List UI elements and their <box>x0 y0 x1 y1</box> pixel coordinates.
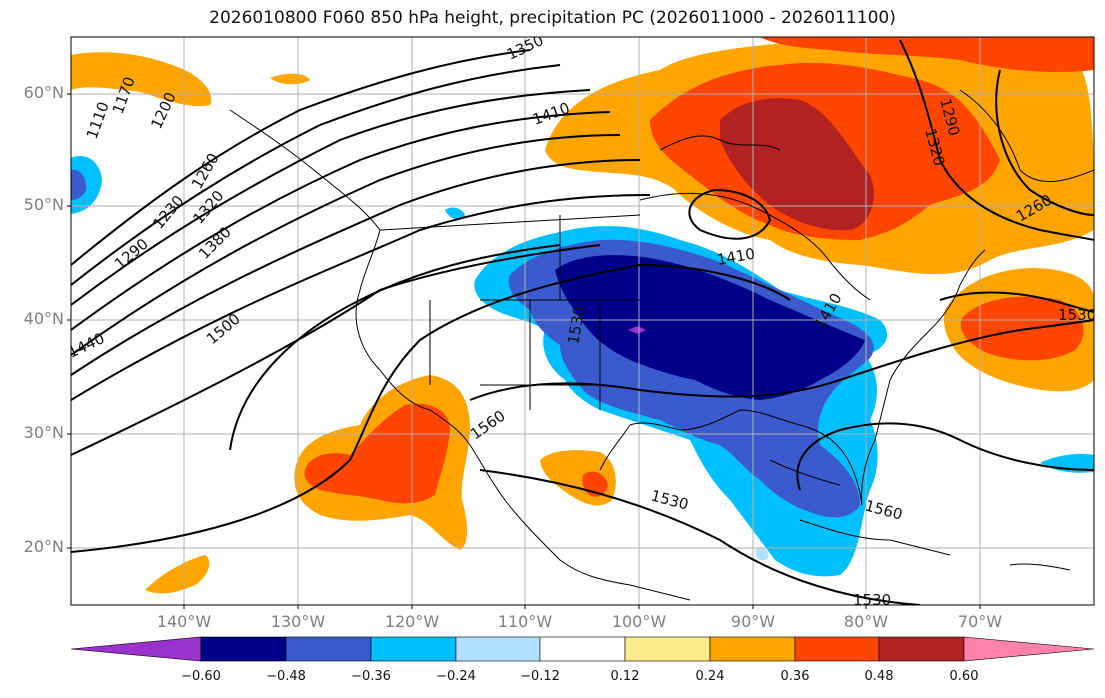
lon-label: 120°W <box>384 612 440 631</box>
anomaly-pacific-small <box>145 555 210 594</box>
colorbar-bin <box>200 636 287 662</box>
anomaly-far-west <box>71 156 102 214</box>
anomaly-purple-spot <box>628 326 646 334</box>
anomaly-alaska <box>71 52 212 107</box>
anomaly-nw-small <box>445 207 465 220</box>
colorbar-bin <box>794 636 880 662</box>
lat-label: 30°N <box>23 423 64 442</box>
colorbar-extend-high <box>963 636 1095 662</box>
lon-label: 70°W <box>957 612 1003 631</box>
colorbar-bin <box>285 636 372 662</box>
lon-label: 140°W <box>156 612 212 631</box>
anomaly-far-west-core <box>71 169 87 200</box>
colorbar-bin <box>370 636 457 662</box>
colorbar-tick-label: −0.60 <box>181 669 221 684</box>
precip-positive-anomalies <box>71 37 1094 594</box>
colorbar-bin <box>624 636 711 662</box>
lon-label: 130°W <box>270 612 326 631</box>
lon-label: 80°W <box>843 612 889 631</box>
colorbar-tick-label: 0.24 <box>695 669 725 684</box>
lat-label: 20°N <box>23 537 64 556</box>
lat-label: 60°N <box>23 83 64 102</box>
colorbar-tick-label: −0.12 <box>520 669 560 684</box>
colorbar-bin <box>878 636 965 662</box>
colorbar-tick-label: 0.36 <box>780 669 810 684</box>
axis-ticks <box>67 93 981 609</box>
colorbar-bin <box>455 636 541 662</box>
coastlines <box>229 89 1094 601</box>
contour-label: 1530 <box>853 591 891 609</box>
anomaly-alaska-small <box>270 73 310 85</box>
colorbar-bin <box>539 636 626 662</box>
colorbar <box>70 636 1095 662</box>
lat-label: 50°N <box>23 195 64 214</box>
colorbar-bin <box>709 636 796 662</box>
anomaly-baja-inner <box>304 403 450 504</box>
colorbar-tick-label: −0.24 <box>436 669 476 684</box>
lon-label: 90°W <box>730 612 776 631</box>
colorbar-tick-label: 0.12 <box>610 669 640 684</box>
height-contours <box>71 39 1094 605</box>
lon-label: 100°W <box>611 612 667 631</box>
anomaly-canada-east-core <box>720 98 874 231</box>
anomaly-caribbean <box>755 547 769 561</box>
lat-label: 40°N <box>23 309 64 328</box>
colorbar-tick-label: 0.60 <box>949 669 979 684</box>
colorbar-tick-label: −0.36 <box>351 669 391 684</box>
lon-label: 110°W <box>497 612 553 631</box>
map-frame <box>70 36 1095 606</box>
anomaly-north-band <box>760 37 1094 72</box>
map-title: 2026010800 F060 850 hPa height, precipit… <box>209 8 896 28</box>
anomaly-atlantic-inner <box>960 296 1084 361</box>
colorbar-tick-label: 0.48 <box>864 669 894 684</box>
contour-label: 1530 <box>1058 306 1096 324</box>
colorbar-tick-label: −0.48 <box>266 669 306 684</box>
anomaly-central-us-core <box>555 255 865 400</box>
colorbar-extend-low <box>70 636 202 662</box>
